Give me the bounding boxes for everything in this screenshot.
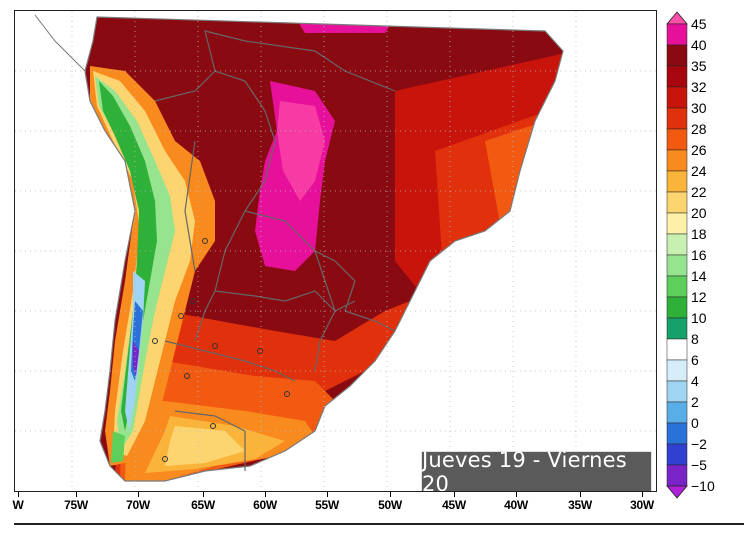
colorbar-max-arrow <box>666 11 688 25</box>
colorbar-label: 4 <box>691 373 699 389</box>
colorbar-label: 30 <box>691 100 707 116</box>
colorbar-swatch <box>666 170 688 193</box>
colorbar-swatch <box>666 44 688 67</box>
colorbar-label: 40 <box>691 37 707 53</box>
colorbar-swatch <box>666 296 688 319</box>
colorbar-swatch <box>666 464 688 487</box>
colorbar-label: −10 <box>691 478 715 494</box>
station-markers <box>152 238 290 462</box>
colorbar-label: 35 <box>691 58 707 74</box>
colorbar-swatch <box>666 128 688 151</box>
colorbar-swatch <box>666 107 688 130</box>
colorbar-label: 24 <box>691 163 707 179</box>
longitude-tick <box>138 492 139 497</box>
longitude-label: 45W <box>442 498 466 512</box>
colorbar-swatch <box>666 191 688 214</box>
colorbar-label: 14 <box>691 268 707 284</box>
longitude-label: 50W <box>378 498 402 512</box>
longitude-tick <box>390 492 391 497</box>
colorbar-swatch <box>666 422 688 445</box>
longitude-label: 75W <box>64 498 88 512</box>
longitude-axis: W 75W 70W 65W 60W 55W 50W 45W 40W 35W 30W <box>12 492 657 516</box>
colorbar-swatch <box>666 317 688 340</box>
longitude-tick <box>327 492 328 497</box>
longitude-label: W <box>12 498 24 512</box>
colorbar-swatches <box>666 11 688 499</box>
colorbar-label: 45 <box>691 16 707 32</box>
longitude-tick <box>76 492 77 497</box>
coastline-north <box>34 14 86 72</box>
colorbar-label: 16 <box>691 247 707 263</box>
date-label: Jueves 19 - Viernes 20 <box>421 448 652 491</box>
longitude-tick <box>516 492 517 497</box>
colorbar-label: 20 <box>691 205 707 221</box>
temperature-colorbar: 45 40 35 32 30 28 26 24 22 20 18 16 14 12 10 8 6 4 2 0 −2 −5−… <box>663 10 753 500</box>
colorbar-swatch <box>666 275 688 298</box>
temperature-field <box>85 17 563 481</box>
colorbar-swatch <box>666 233 688 256</box>
colorbar-swatch <box>666 254 688 277</box>
colorbar-label: 10 <box>691 310 707 326</box>
colorbar-swatch <box>666 380 688 403</box>
temperature-map <box>15 11 656 491</box>
longitude-label: 30W <box>630 498 654 512</box>
longitude-tick <box>454 492 455 497</box>
colorbar-label: −5 <box>691 457 707 473</box>
graticule <box>15 11 656 491</box>
colorbar-swatch <box>666 401 688 424</box>
colorbar-label: 32 <box>691 79 707 95</box>
colorbar-label: 6 <box>691 352 699 368</box>
colorbar-swatch <box>666 149 688 172</box>
longitude-tick <box>18 492 19 497</box>
colorbar-label: 2 <box>691 394 699 410</box>
longitude-tick <box>265 492 266 497</box>
colorbar-label: 12 <box>691 289 707 305</box>
longitude-label: 70W <box>126 498 150 512</box>
colorbar-swatch <box>666 359 688 382</box>
map-panel: Jueves 19 - Viernes 20 <box>14 10 657 492</box>
colorbar-swatch <box>666 23 688 46</box>
country-borders <box>154 30 396 471</box>
colorbar-label: 22 <box>691 184 707 200</box>
longitude-label: 40W <box>504 498 528 512</box>
longitude-label: 35W <box>568 498 592 512</box>
colorbar-label: 0 <box>691 415 699 431</box>
figure-bottom-rule <box>14 523 744 525</box>
colorbar-swatch <box>666 86 688 109</box>
colorbar-swatch <box>666 212 688 235</box>
colorbar-swatch <box>666 65 688 88</box>
longitude-tick <box>642 492 643 497</box>
longitude-tick <box>580 492 581 497</box>
longitude-tick <box>203 492 204 497</box>
colorbar-label: 18 <box>691 226 707 242</box>
longitude-label: 55W <box>315 498 339 512</box>
colorbar-label: −2 <box>691 436 707 452</box>
longitude-label: 60W <box>253 498 277 512</box>
colorbar-label: 8 <box>691 331 699 347</box>
colorbar-swatch <box>666 443 688 466</box>
colorbar-label: 26 <box>691 142 707 158</box>
colorbar-label: 28 <box>691 121 707 137</box>
longitude-label: 65W <box>191 498 215 512</box>
colorbar-min-arrow <box>666 485 688 499</box>
colorbar-swatch <box>666 338 688 361</box>
